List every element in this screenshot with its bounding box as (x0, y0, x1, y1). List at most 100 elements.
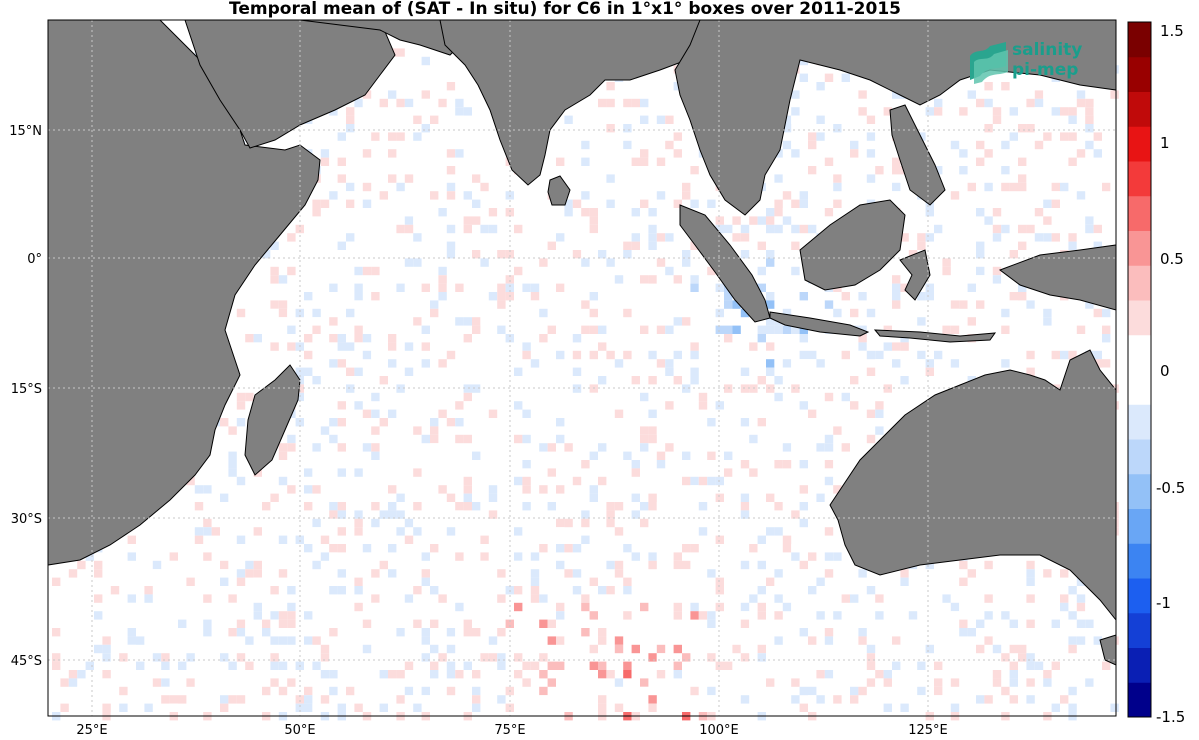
anomaly-cell (320, 426, 330, 435)
anomaly-cell (824, 552, 834, 561)
anomaly-cell (396, 334, 405, 343)
anomaly-cell (900, 619, 909, 628)
anomaly-cell (354, 602, 363, 612)
anomaly-cell (707, 653, 716, 662)
anomaly-cell (1001, 182, 1010, 192)
anomaly-cell (1068, 107, 1077, 116)
anomaly-cell (665, 384, 674, 393)
anomaly-cell (816, 216, 825, 225)
anomaly-cell (1085, 300, 1094, 309)
anomaly-cell (866, 695, 876, 704)
anomaly-cell (841, 292, 850, 301)
anomaly-cell (774, 149, 783, 158)
anomaly-cell (455, 628, 464, 637)
anomaly-cell (564, 518, 573, 528)
anomaly-cell (463, 695, 472, 704)
anomaly-cell (446, 434, 456, 444)
anomaly-cell (127, 535, 136, 544)
anomaly-cell (950, 602, 960, 612)
anomaly-cell (304, 518, 313, 528)
anomaly-cell (950, 300, 960, 309)
anomaly-cell (698, 451, 708, 460)
anomaly-cell (1068, 132, 1077, 141)
anomaly-cell (1043, 670, 1052, 679)
anomaly-cell (211, 468, 220, 477)
anomaly-cell (110, 653, 120, 662)
anomaly-cell (480, 569, 489, 578)
anomaly-cell (791, 443, 800, 452)
anomaly-cell (547, 577, 556, 586)
anomaly-cell (992, 275, 1002, 284)
anomaly-cell (1110, 157, 1119, 166)
anomaly-cell (858, 350, 867, 360)
anomaly-cell (614, 308, 624, 318)
anomaly-cell (908, 628, 918, 637)
anomaly-cell (640, 325, 649, 334)
anomaly-cell (976, 325, 985, 334)
anomaly-cell (430, 82, 439, 91)
anomaly-cell (270, 661, 279, 670)
anomaly-cell (598, 224, 607, 234)
anomaly-cell (362, 460, 372, 469)
anomaly-cell (950, 611, 960, 620)
anomaly-cell (346, 157, 355, 166)
anomaly-cell (690, 376, 699, 385)
anomaly-cell (976, 241, 985, 250)
anomaly-cell (320, 535, 330, 544)
anomaly-cell (304, 535, 313, 544)
anomaly-cell (858, 90, 867, 99)
anomaly-cell (337, 367, 346, 376)
anomaly-cell (472, 695, 481, 704)
anomaly-cell (396, 132, 405, 141)
figure-title: Temporal mean of (SAT - In situ) for C6 … (229, 0, 901, 19)
anomaly-cell (1026, 98, 1035, 108)
anomaly-cell (362, 552, 372, 561)
anomaly-cell (480, 124, 489, 133)
anomaly-cell (757, 191, 766, 200)
anomaly-cell (782, 275, 792, 284)
anomaly-cell (472, 426, 481, 435)
anomaly-cell (60, 560, 69, 570)
anomaly-cell (648, 241, 657, 250)
anomaly-cell (808, 342, 817, 351)
anomaly-cell (346, 115, 355, 124)
anomaly-cell (690, 199, 699, 208)
anomaly-cell (472, 653, 481, 662)
anomaly-cell (404, 418, 414, 427)
anomaly-cell (497, 611, 506, 620)
anomaly-cell (589, 140, 598, 150)
colorbar-segment (1128, 334, 1151, 370)
anomaly-cell (875, 670, 884, 679)
anomaly-cell (346, 384, 355, 393)
anomaly-cell (346, 367, 355, 376)
anomaly-cell (774, 502, 783, 511)
anomaly-cell (430, 644, 439, 654)
anomaly-cell (220, 418, 229, 427)
anomaly-cell (68, 586, 78, 595)
anomaly-cell (1009, 678, 1018, 687)
anomaly-cell (850, 334, 859, 343)
lon-tick-25: 25°E (76, 723, 107, 738)
anomaly-cell (438, 611, 447, 620)
anomaly-cell (556, 636, 565, 645)
anomaly-cell (354, 300, 363, 309)
anomaly-cell (488, 586, 498, 595)
anomaly-cell (388, 577, 397, 586)
anomaly-cell (346, 308, 355, 318)
anomaly-cell (934, 283, 943, 292)
anomaly-cell (1018, 560, 1027, 570)
anomaly-cell (1043, 569, 1052, 578)
anomaly-cell (354, 577, 363, 586)
anomaly-cell (304, 611, 313, 620)
anomaly-cell (1018, 292, 1027, 301)
anomaly-cell (136, 695, 145, 704)
anomaly-cell (312, 250, 321, 259)
anomaly-cell (396, 493, 405, 502)
anomaly-cell (648, 233, 657, 242)
anomaly-cell (967, 300, 976, 309)
anomaly-cell (413, 594, 422, 603)
anomaly-cell (152, 560, 162, 570)
anomaly-cell (1076, 577, 1086, 586)
anomaly-cell (640, 426, 649, 435)
anomaly-cell (404, 216, 414, 225)
